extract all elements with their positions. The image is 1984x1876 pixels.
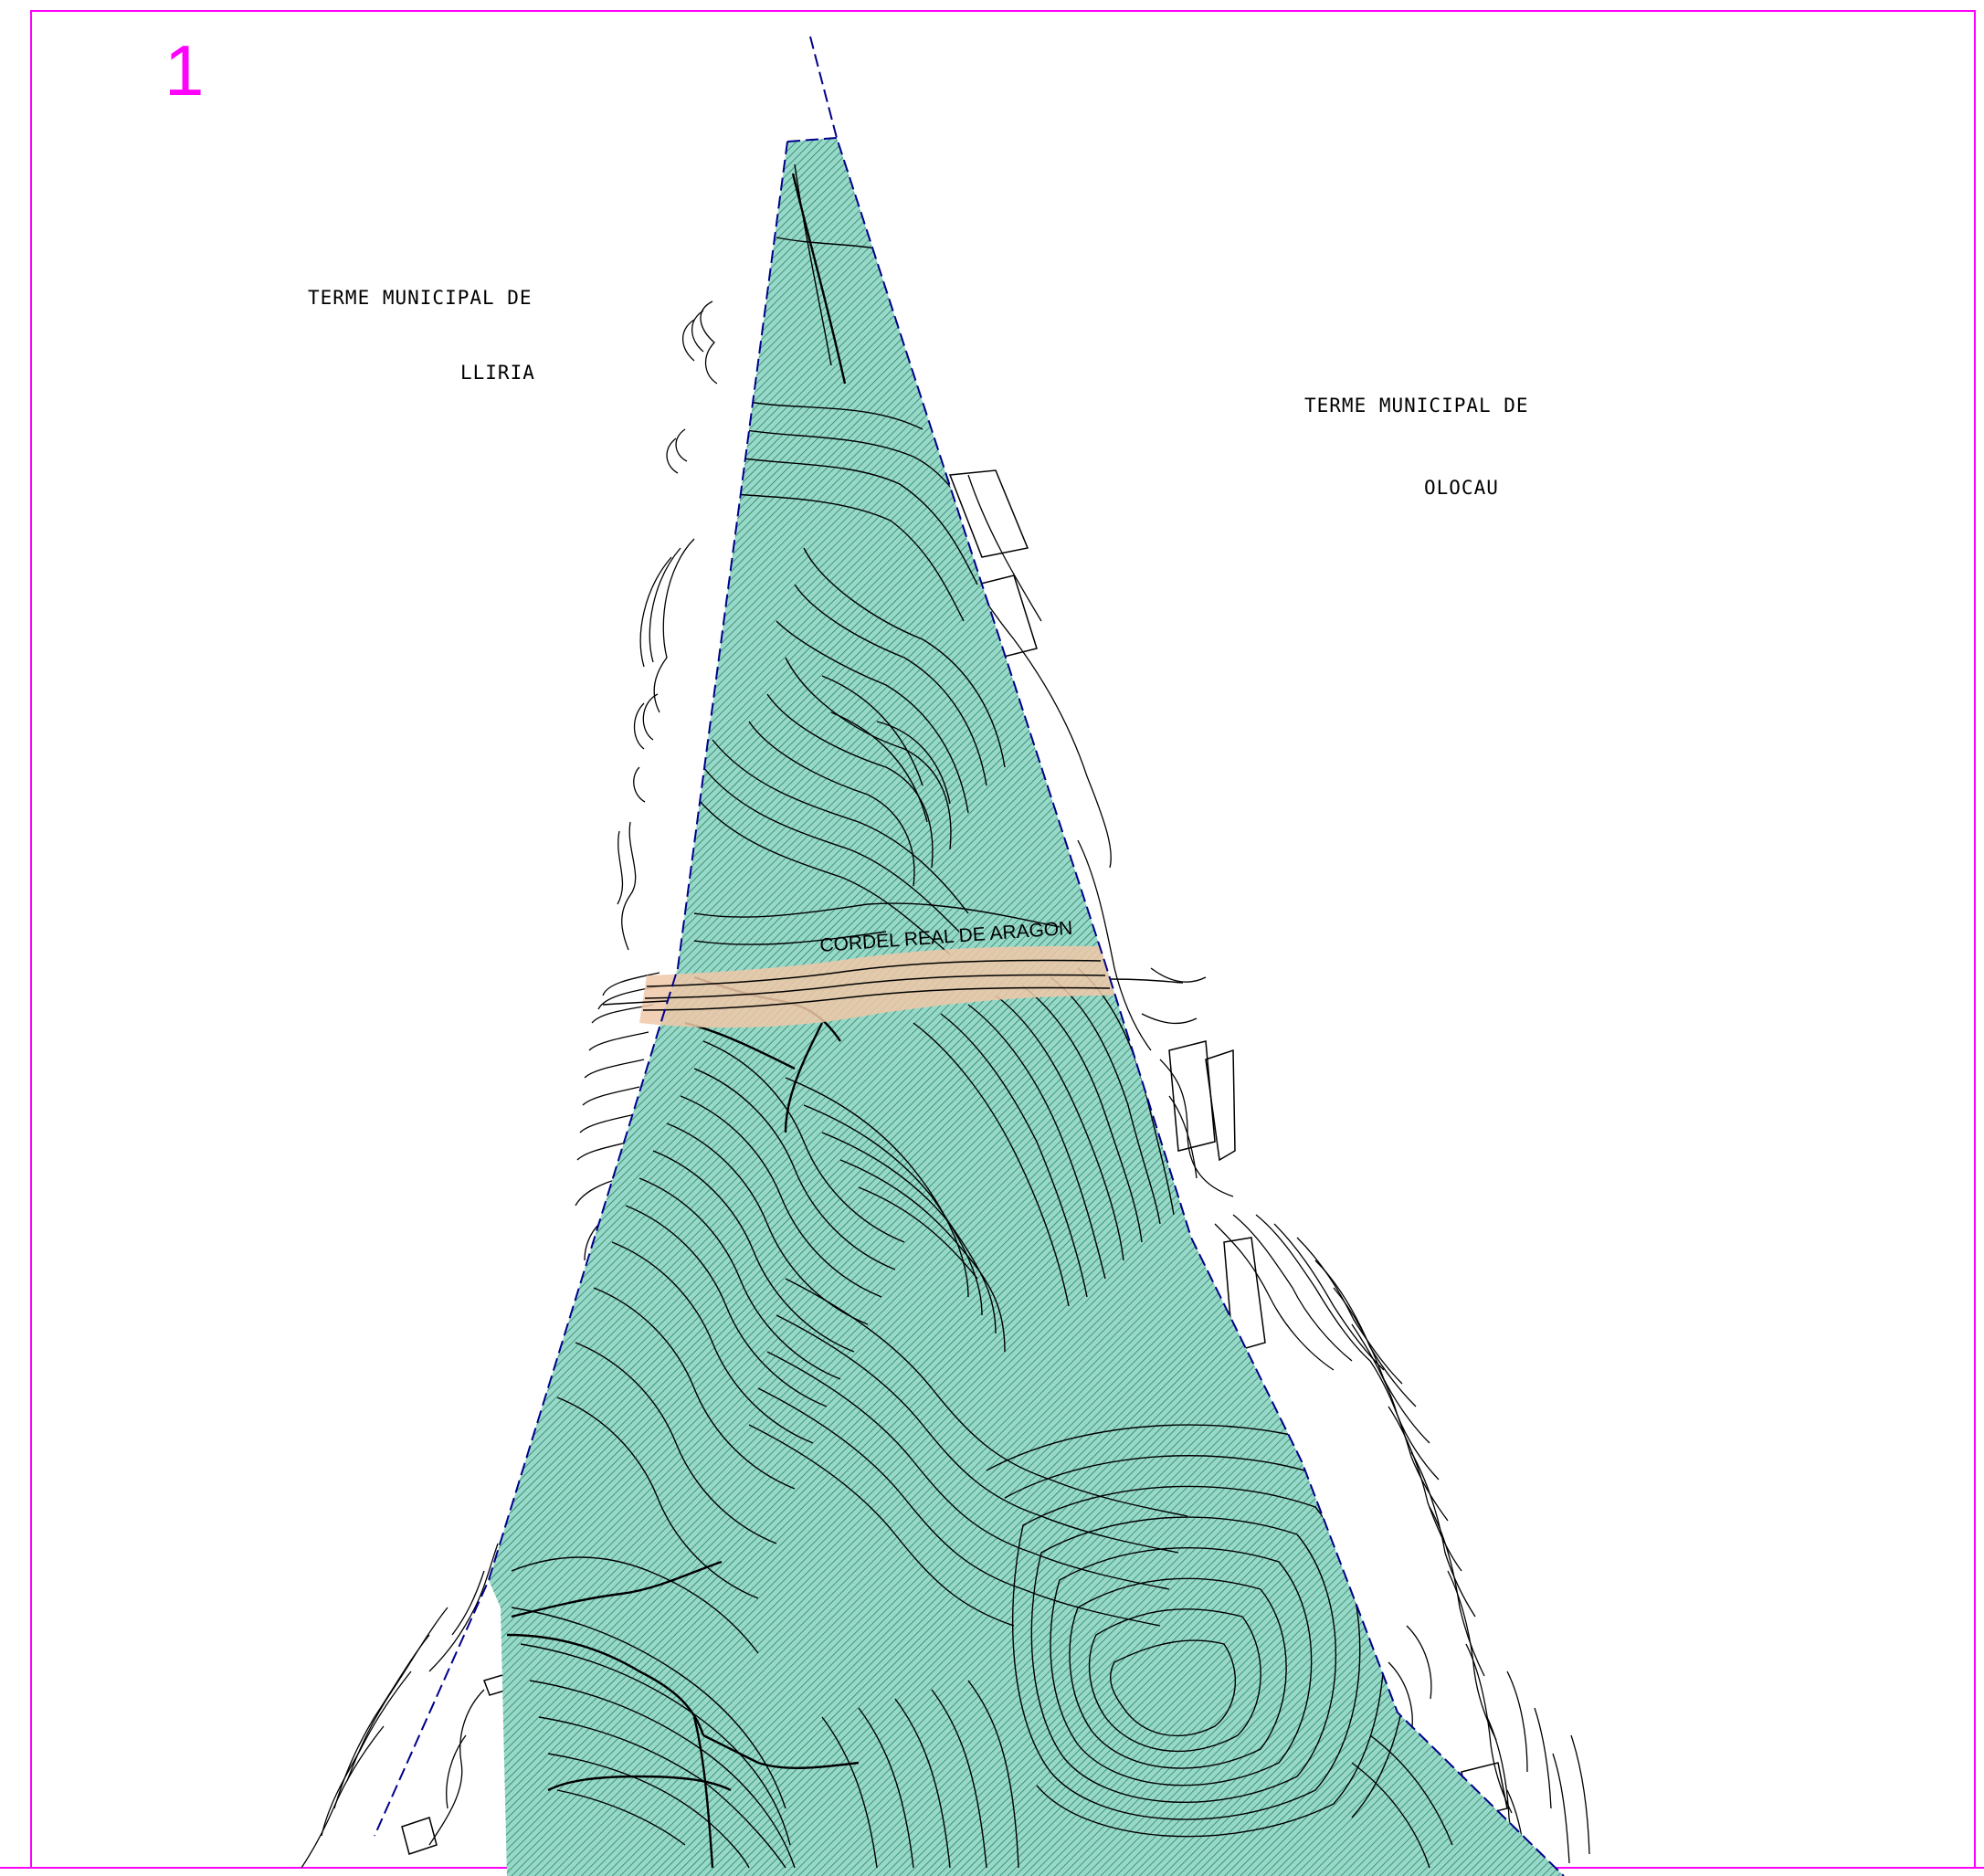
cordel-real-de-aragon-corridor <box>639 945 1114 1028</box>
inner-contours <box>511 163 1453 1869</box>
corridor-tracks <box>602 959 1184 1011</box>
municipality-label-olocau-line1: TERME MUNICIPAL DE <box>1304 395 1529 416</box>
sheet-number: 1 <box>164 30 205 111</box>
municipality-label-olocau-line2: OLOCAU <box>1424 477 1499 499</box>
municipal-boundary <box>374 36 1565 1876</box>
route-label: CORDEL REAL DE ARAGON <box>819 918 1073 956</box>
municipality-label-lliria-line1: TERME MUNICIPAL DE <box>308 287 533 309</box>
project-area <box>489 138 1564 1876</box>
municipality-label-lliria-line2: LLIRIA <box>460 362 535 384</box>
